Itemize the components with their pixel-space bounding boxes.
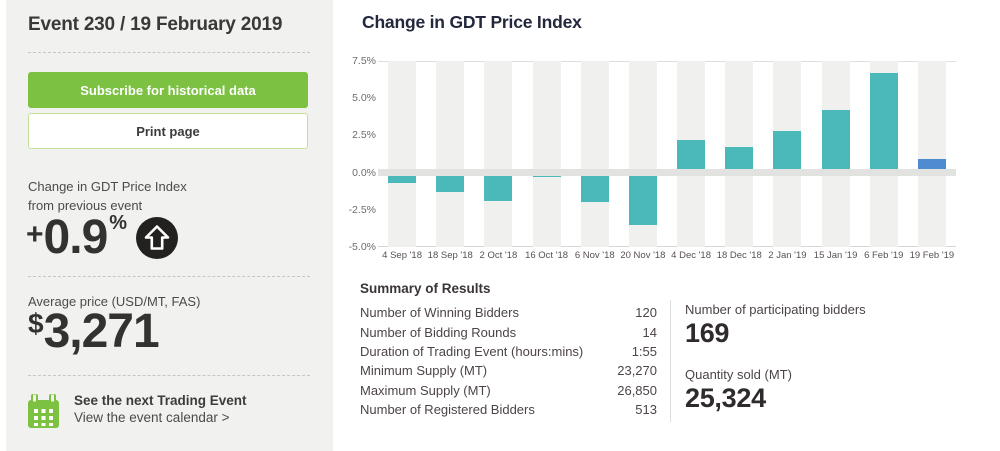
sidebar: Event 230 / 19 February 2019 Subscribe f… — [6, 0, 333, 451]
x-axis-label: 19 Feb '19 — [909, 250, 955, 261]
avg-price-label: Average price (USD/MT, FAS) — [28, 294, 201, 309]
chart-column-stripe — [580, 61, 609, 247]
x-axis-label: 6 Feb '19 — [864, 250, 904, 261]
chart-bar-18-dec-18 — [725, 147, 754, 173]
x-axis-label: 15 Jan '19 — [813, 250, 858, 261]
chart-bar-6-feb-19 — [869, 72, 898, 173]
calendar-icon — [28, 394, 60, 432]
y-axis-label: 0.0% — [352, 166, 376, 179]
avg-price-value: $ 3,271 — [28, 304, 160, 359]
x-axis-label: 6 Nov '18 — [574, 250, 615, 261]
summary-row: Number of Winning Bidders 120 — [360, 303, 657, 322]
x-axis-label: 18 Dec '18 — [716, 250, 762, 261]
change-index-value: + 0.9 % — [26, 210, 179, 265]
summary-row: Duration of Trading Event (hours:mins) 1:… — [360, 342, 657, 361]
y-axis-label: 5.0% — [352, 92, 376, 105]
x-axis-label: 2 Oct '18 — [479, 250, 518, 261]
chart-column-stripe — [436, 61, 465, 247]
chart-bar-2-oct-18 — [484, 172, 513, 201]
chart-column-stripe — [532, 61, 561, 247]
currency-sign: $ — [28, 308, 44, 339]
change-sign: + — [26, 217, 44, 251]
chart-bar-18-sep-18 — [436, 172, 465, 192]
x-axis-label: 4 Sep '18 — [382, 250, 423, 261]
summary-row-value: 120 — [635, 305, 657, 321]
participating-bidders-value: 169 — [685, 318, 730, 348]
change-number: 0.9 — [43, 211, 109, 264]
summary-row-label: Maximum Supply (MT) — [360, 382, 491, 398]
summary-row-value: 23,270 — [617, 363, 657, 379]
summary-row-label: Number of Winning Bidders — [360, 305, 519, 321]
chart-bar-15-jan-19 — [821, 110, 850, 173]
summary-row: Number of Bidding Rounds 14 — [360, 322, 657, 341]
up-arrow-icon — [135, 216, 179, 260]
summary-table: Number of Winning Bidders 120 Number of Bi… — [360, 303, 657, 419]
summary-row-label: Duration of Trading Event (hours:mins) — [360, 343, 584, 359]
summary-row-label: Number of Registered Bidders — [360, 402, 535, 418]
chart-x-axis: 4 Sep '18 18 Sep '18 2 Oct '18 16 Oct '18 6 … — [378, 250, 956, 264]
divider — [28, 276, 310, 277]
summary-row: Number of Registered Bidders 513 — [360, 400, 657, 419]
divider — [28, 52, 310, 53]
vertical-divider — [670, 300, 671, 422]
chart-bar-20-nov-18 — [628, 172, 657, 225]
event-title: Event 230 / 19 February 2019 — [28, 14, 283, 35]
axis-baseline — [378, 246, 956, 247]
chart-column-stripe — [917, 61, 946, 247]
x-axis-label: 2 Jan '19 — [768, 250, 807, 261]
chart-bar-6-nov-18 — [580, 172, 609, 203]
subscribe-button[interactable]: Subscribe for historical data — [28, 72, 308, 108]
summary-row-value: 26,850 — [617, 382, 657, 398]
chart-column-stripe — [484, 61, 513, 247]
zero-gridline-band — [378, 169, 956, 177]
bar-chart — [378, 61, 956, 247]
chart-bar-4-sep-18 — [388, 172, 417, 183]
participating-bidders-label: Number of participating bidders — [685, 302, 866, 317]
chart-column-stripe — [388, 61, 417, 247]
event-calendar-link[interactable]: View the event calendar > — [74, 410, 230, 425]
x-axis-label: 4 Dec '18 — [671, 250, 711, 261]
chart-bar-2-jan-19 — [773, 130, 802, 173]
summary-row: Maximum Supply (MT) 26,850 — [360, 381, 657, 400]
x-axis-label: 16 Oct '18 — [525, 250, 569, 261]
summary-row-value: 1:55 — [631, 343, 657, 359]
summary-row-label: Number of Bidding Rounds — [360, 324, 517, 340]
change-index-label: Change in GDT Price Index from previous … — [28, 179, 187, 213]
summary-row-value: 513 — [635, 402, 657, 418]
price-number: 3,271 — [43, 305, 160, 358]
y-axis-label: -5.0% — [348, 241, 376, 253]
quantity-sold-value: 25,324 — [685, 383, 766, 413]
quantity-sold-label: Quantity sold (MT) — [685, 367, 792, 382]
y-axis-label: 2.5% — [352, 129, 376, 142]
print-page-button[interactable]: Print page — [28, 113, 308, 149]
chart-title: Change in GDT Price Index — [362, 12, 582, 32]
x-axis-label: 18 Sep '18 — [427, 250, 473, 261]
chart-bar-4-dec-18 — [677, 139, 706, 173]
summary-row: Minimum Supply (MT) 23,270 — [360, 361, 657, 380]
y-axis-label: 7.5% — [352, 55, 376, 67]
change-percent-sign: % — [109, 212, 128, 234]
x-axis-label: 20 Nov '18 — [620, 250, 666, 261]
summary-heading: Summary of Results — [360, 281, 491, 296]
summary-row-value: 14 — [642, 324, 657, 340]
next-event-block: See the next Trading Event View the even… — [28, 392, 247, 432]
next-event-title: See the next Trading Event — [74, 393, 247, 408]
divider — [28, 375, 310, 376]
summary-row-label: Minimum Supply (MT) — [360, 363, 488, 379]
gridline-top — [378, 61, 956, 62]
y-axis-label: -2.5% — [348, 203, 376, 216]
chart-y-axis: 7.5% 5.0% 2.5% 0.0% -2.5% -5.0% — [338, 55, 376, 253]
